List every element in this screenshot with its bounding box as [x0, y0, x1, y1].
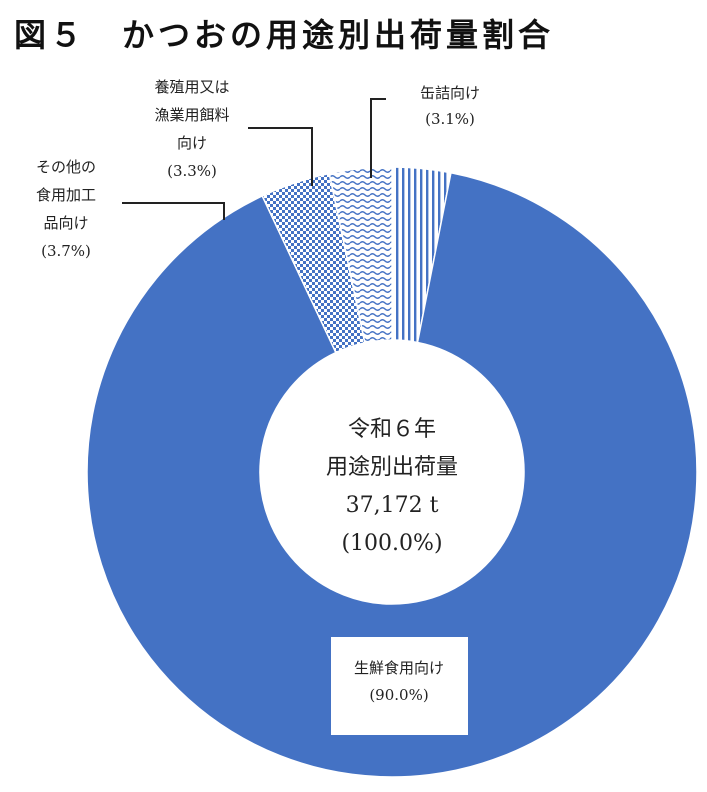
- chart-title: 図５ かつおの用途別出荷量割合: [14, 16, 555, 54]
- slice-label-processed: 品向け: [43, 214, 88, 232]
- slice-label-bait: 漁業用餌料: [154, 106, 229, 124]
- slice-label-bait: (3.3%): [167, 162, 217, 180]
- donut-slices: [86, 166, 698, 778]
- slice-label-processed: その他の: [36, 158, 96, 176]
- slice-label-bait: 養殖用又は: [154, 78, 229, 96]
- center-label: (100.0%): [341, 531, 442, 556]
- center-label: 用途別出荷量: [326, 455, 458, 480]
- slice-label-processed: (3.7%): [41, 242, 91, 260]
- slice-bait: [328, 166, 393, 344]
- label-box-fresh: [331, 637, 468, 735]
- leader-lines: [122, 98, 386, 220]
- center-label: 37,172 t: [346, 493, 439, 518]
- slice-label-canned: 缶詰向け: [420, 84, 480, 102]
- slice-label-bait: 向け: [177, 134, 207, 152]
- slice-label-canned: (3.1%): [425, 110, 475, 128]
- slice-label-fresh: (90.0%): [369, 686, 428, 704]
- leader-line-bait: [248, 127, 313, 186]
- center-label: 令和６年: [348, 417, 436, 442]
- slice-fresh: [86, 171, 698, 778]
- slice-label-fresh: 生鮮食用向け: [354, 659, 444, 677]
- leader-line-processed: [122, 202, 225, 220]
- leader-line-canned: [370, 98, 386, 178]
- slice-label-processed: 食用加工: [36, 186, 96, 204]
